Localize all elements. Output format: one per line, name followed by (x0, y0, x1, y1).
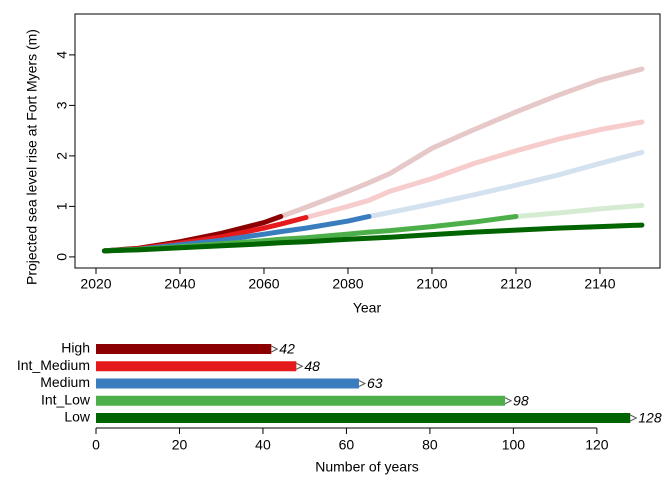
value-label: 98 (513, 392, 529, 408)
x-tick-label: 2100 (416, 276, 447, 292)
x-tick-label: 2140 (584, 276, 615, 292)
x-tick-label: 80 (422, 437, 438, 453)
line-series (278, 66, 645, 219)
bar (96, 395, 506, 406)
x-axis-label: Number of years (315, 459, 418, 475)
category-label: Medium (40, 374, 90, 390)
value-label: 42 (279, 341, 295, 357)
line-series (513, 202, 645, 219)
y-tick-label: 2 (54, 152, 70, 160)
x-tick-label: 40 (255, 437, 271, 453)
y-tick-label: 4 (54, 51, 70, 59)
arrow (271, 345, 279, 353)
value-label: 48 (304, 358, 320, 374)
value-label: 63 (367, 375, 383, 391)
x-tick-label: 120 (585, 437, 609, 453)
y-tick-label: 3 (54, 101, 70, 109)
x-tick-label: 60 (339, 437, 355, 453)
x-tick-label: 2020 (80, 276, 111, 292)
line-series (366, 149, 645, 219)
x-tick-label: 2060 (248, 276, 279, 292)
x-axis-label: Year (353, 300, 382, 316)
arrow (296, 362, 304, 370)
plot-frame (74, 13, 661, 269)
y-tick-label: 1 (54, 202, 70, 210)
bar (96, 344, 272, 354)
line-series (101, 222, 645, 254)
y-axis-label: Projected sea level rise at Fort Myers (… (24, 29, 40, 285)
line-series (303, 119, 645, 221)
arrow (504, 397, 513, 405)
bar (96, 413, 631, 423)
x-tick-label: 2080 (332, 276, 363, 292)
x-tick-label: 20 (172, 437, 188, 453)
x-tick-label: 2120 (500, 276, 531, 292)
category-label: Int_Low (41, 391, 91, 407)
category-label: Low (64, 409, 91, 425)
x-tick-label: 100 (502, 437, 526, 453)
arrow (630, 414, 638, 422)
bar (96, 361, 297, 372)
category-label: Int_Medium (17, 357, 90, 373)
x-tick-label: 0 (92, 437, 100, 453)
x-tick-label: 2040 (164, 276, 195, 292)
value-label: 128 (638, 410, 662, 426)
category-label: High (61, 340, 90, 356)
arrow (358, 380, 367, 387)
y-tick-label: 0 (54, 253, 70, 261)
bar (96, 378, 359, 389)
